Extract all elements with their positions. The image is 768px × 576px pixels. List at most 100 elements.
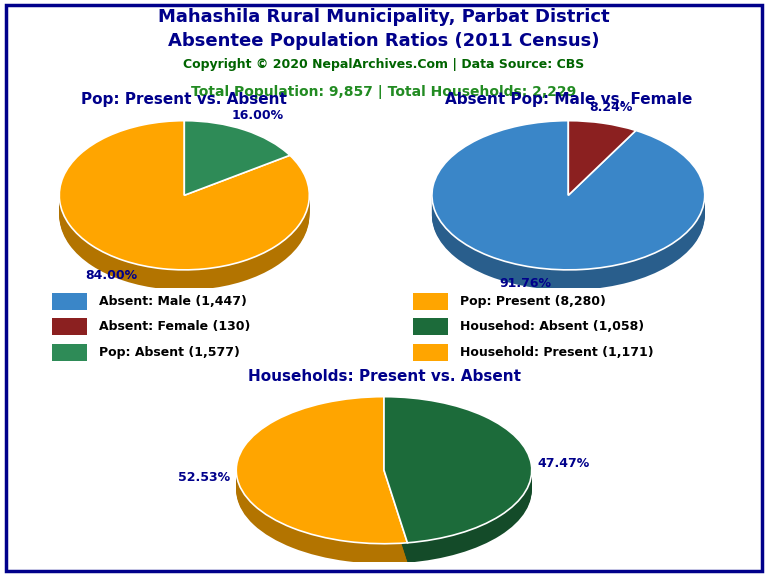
Wedge shape xyxy=(384,412,531,558)
Wedge shape xyxy=(184,131,290,206)
Wedge shape xyxy=(384,414,531,560)
Wedge shape xyxy=(237,411,408,558)
Text: Absent: Female (130): Absent: Female (130) xyxy=(99,320,250,334)
Wedge shape xyxy=(184,134,290,209)
Wedge shape xyxy=(184,137,290,211)
Wedge shape xyxy=(384,415,531,562)
Wedge shape xyxy=(184,122,290,196)
Wedge shape xyxy=(384,399,531,545)
Wedge shape xyxy=(568,125,636,200)
Wedge shape xyxy=(237,415,408,563)
Wedge shape xyxy=(237,414,408,562)
Wedge shape xyxy=(59,125,310,274)
Wedge shape xyxy=(568,131,636,206)
Wedge shape xyxy=(237,407,408,554)
Text: Househod: Absent (1,058): Househod: Absent (1,058) xyxy=(460,320,644,334)
Wedge shape xyxy=(59,140,310,289)
Wedge shape xyxy=(59,122,310,271)
Wedge shape xyxy=(184,133,290,207)
FancyBboxPatch shape xyxy=(52,319,87,335)
FancyBboxPatch shape xyxy=(413,344,448,361)
Wedge shape xyxy=(568,135,636,210)
Wedge shape xyxy=(237,398,408,545)
Wedge shape xyxy=(184,125,290,200)
Wedge shape xyxy=(384,407,531,553)
Wedge shape xyxy=(59,132,310,281)
Wedge shape xyxy=(184,140,290,214)
Wedge shape xyxy=(432,123,705,272)
Wedge shape xyxy=(59,133,310,282)
Text: Absentee Population Ratios (2011 Census): Absentee Population Ratios (2011 Census) xyxy=(168,32,600,51)
FancyBboxPatch shape xyxy=(413,319,448,335)
Wedge shape xyxy=(59,138,310,287)
Text: Pop: Present (8,280): Pop: Present (8,280) xyxy=(460,295,606,308)
Text: Households: Present vs. Absent: Households: Present vs. Absent xyxy=(247,369,521,384)
Wedge shape xyxy=(384,402,531,548)
Wedge shape xyxy=(568,122,636,196)
Wedge shape xyxy=(568,124,636,199)
Wedge shape xyxy=(184,135,290,210)
Wedge shape xyxy=(184,127,290,202)
Wedge shape xyxy=(432,121,705,270)
Wedge shape xyxy=(432,135,705,285)
Wedge shape xyxy=(384,397,531,543)
Wedge shape xyxy=(184,121,290,195)
Text: Absent: Male (1,447): Absent: Male (1,447) xyxy=(99,295,247,308)
Wedge shape xyxy=(432,127,705,276)
Text: 91.76%: 91.76% xyxy=(500,276,551,290)
Wedge shape xyxy=(568,138,636,212)
Text: Copyright © 2020 NepalArchives.Com | Data Source: CBS: Copyright © 2020 NepalArchives.Com | Dat… xyxy=(184,58,584,70)
Text: Pop: Present vs. Absent: Pop: Present vs. Absent xyxy=(81,93,287,108)
Wedge shape xyxy=(568,127,636,202)
Wedge shape xyxy=(59,128,310,278)
Wedge shape xyxy=(568,128,636,203)
Wedge shape xyxy=(237,403,408,550)
Text: 8.24%: 8.24% xyxy=(589,101,633,114)
Wedge shape xyxy=(384,410,531,556)
Wedge shape xyxy=(59,130,310,279)
Wedge shape xyxy=(432,125,705,274)
Wedge shape xyxy=(432,122,705,271)
Wedge shape xyxy=(59,134,310,283)
Wedge shape xyxy=(237,397,408,544)
Wedge shape xyxy=(184,128,290,203)
Wedge shape xyxy=(384,416,531,563)
Wedge shape xyxy=(384,406,531,552)
Wedge shape xyxy=(59,135,310,285)
Text: 16.00%: 16.00% xyxy=(232,109,284,122)
Wedge shape xyxy=(384,400,531,546)
Wedge shape xyxy=(568,123,636,198)
Wedge shape xyxy=(432,137,705,286)
Wedge shape xyxy=(384,411,531,557)
Wedge shape xyxy=(184,138,290,212)
Wedge shape xyxy=(237,412,408,559)
Wedge shape xyxy=(384,403,531,550)
Wedge shape xyxy=(432,132,705,281)
Text: 84.00%: 84.00% xyxy=(84,268,137,282)
Wedge shape xyxy=(237,416,408,563)
Wedge shape xyxy=(184,124,290,199)
Wedge shape xyxy=(184,123,290,198)
Text: 52.53%: 52.53% xyxy=(178,471,230,484)
Wedge shape xyxy=(59,126,310,275)
Wedge shape xyxy=(432,130,705,279)
Wedge shape xyxy=(237,408,408,555)
Wedge shape xyxy=(568,126,636,201)
Wedge shape xyxy=(432,141,705,290)
Wedge shape xyxy=(432,134,705,283)
Wedge shape xyxy=(384,408,531,554)
Wedge shape xyxy=(237,401,408,548)
Wedge shape xyxy=(568,132,636,206)
Text: Absent Pop: Male vs. Female: Absent Pop: Male vs. Female xyxy=(445,93,692,108)
Wedge shape xyxy=(59,141,310,290)
Wedge shape xyxy=(568,130,636,204)
Wedge shape xyxy=(237,413,408,560)
Wedge shape xyxy=(432,124,705,273)
Wedge shape xyxy=(59,137,310,286)
Wedge shape xyxy=(384,404,531,551)
Wedge shape xyxy=(432,140,705,289)
Wedge shape xyxy=(184,130,290,204)
Wedge shape xyxy=(568,137,636,211)
Wedge shape xyxy=(568,141,636,215)
Wedge shape xyxy=(184,141,290,215)
